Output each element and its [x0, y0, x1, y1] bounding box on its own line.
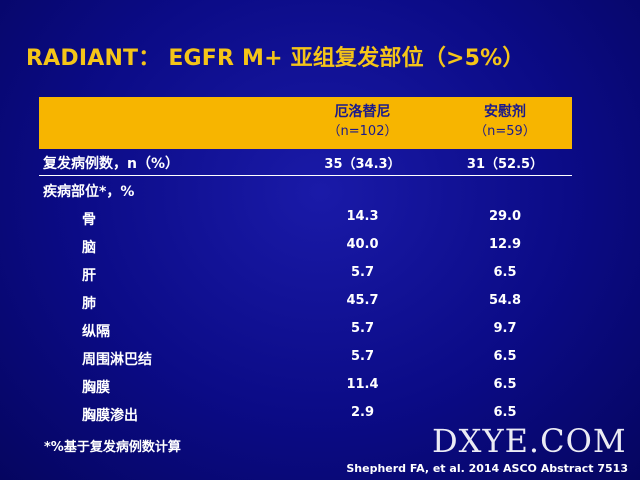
table-row: 周围淋巴结 5.7 6.5: [39, 344, 572, 372]
column-n: （n=102）: [327, 124, 398, 139]
placebo-value: 9.7: [493, 321, 517, 336]
row-label: 骨: [82, 212, 96, 228]
table-header: 厄洛替尼 （n=102） 安慰剂 （n=59）: [39, 97, 572, 149]
row-label: 周围淋巴结: [82, 352, 152, 368]
erlotinib-value: 45.7: [346, 293, 379, 308]
placebo-value: 6.5: [493, 349, 517, 364]
placebo-value: 6.5: [493, 377, 517, 392]
table-row: 肝 5.7 6.5: [39, 260, 572, 288]
erlotinib-value: 5.7: [350, 321, 375, 336]
row-label: 复发病例数，n（%）: [43, 156, 179, 172]
row-label: 胸膜: [82, 380, 110, 396]
recurrence-table: 厄洛替尼 （n=102） 安慰剂 （n=59） 复发病例数，n（%） 35（34…: [39, 97, 572, 428]
placebo-value: 6.5: [493, 405, 517, 420]
placebo-value: 29.0: [488, 209, 522, 224]
erlotinib-value: 5.7: [350, 349, 375, 364]
erlotinib-value: 11.4: [346, 377, 379, 392]
table-row: 纵隔 5.7 9.7: [39, 316, 572, 344]
section-label: 疾病部位*，%: [43, 184, 135, 200]
summary-row: 复发病例数，n（%） 35（34.3） 31（52.5）: [39, 149, 572, 176]
row-label: 肺: [82, 296, 96, 312]
column-header-erlotinib: 厄洛替尼 （n=102）: [285, 103, 440, 141]
erlotinib-value: 35（34.3）: [324, 157, 401, 172]
erlotinib-value: 14.3: [346, 209, 379, 224]
erlotinib-value: 40.0: [346, 237, 379, 252]
citation: Shepherd FA, et al. 2014 ASCO Abstract 7…: [346, 462, 628, 475]
placebo-value: 31（52.5）: [466, 157, 544, 172]
row-label: 脑: [82, 240, 96, 256]
column-name: 安慰剂: [484, 104, 526, 120]
placebo-value: 12.9: [488, 237, 522, 252]
row-label: 胸膜渗出: [82, 408, 138, 424]
column-header-placebo: 安慰剂 （n=59）: [440, 103, 570, 141]
placebo-value: 6.5: [493, 265, 517, 280]
table-row: 胸膜渗出 2.9 6.5: [39, 400, 572, 428]
watermark-logo: DXYE.COM: [432, 422, 627, 460]
row-label: 肝: [82, 268, 96, 284]
row-label: 纵隔: [82, 324, 110, 340]
table-row: 肺 45.7 54.8: [39, 288, 572, 316]
section-row: 疾病部位*，%: [39, 176, 572, 204]
table-row: 骨 14.3 29.0: [39, 204, 572, 232]
footnote: *%基于复发病例数计算: [44, 440, 181, 455]
table-row: 脑 40.0 12.9: [39, 232, 572, 260]
placebo-value: 54.8: [488, 293, 522, 308]
column-n: （n=59）: [474, 124, 536, 139]
erlotinib-value: 2.9: [350, 405, 375, 420]
erlotinib-value: 5.7: [350, 265, 375, 280]
column-name: 厄洛替尼: [334, 104, 391, 120]
slide-title: RADIANT： EGFR M+ 亚组复发部位（>5%）: [26, 46, 525, 71]
table-row: 胸膜 11.4 6.5: [39, 372, 572, 400]
